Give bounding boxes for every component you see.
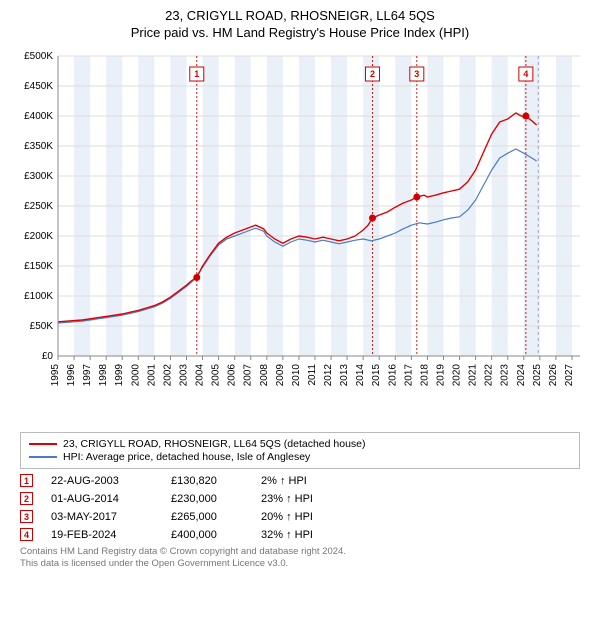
svg-text:2024: 2024 <box>516 364 527 387</box>
page-title: 23, CRIGYLL ROAD, RHOSNEIGR, LL64 5QS <box>10 8 590 23</box>
sale-date: 03-MAY-2017 <box>51 511 171 523</box>
svg-text:2007: 2007 <box>243 364 254 387</box>
price-chart: £0 £50K £100K £150K £200K £250K £300K £350K £400… <box>10 46 590 426</box>
svg-text:£300K: £300K <box>24 171 53 182</box>
chart-legend: 23, CRIGYLL ROAD, RHOSNEIGR, LL64 5QS (d… <box>20 432 580 469</box>
svg-text:£450K: £450K <box>24 81 53 92</box>
svg-text:2026: 2026 <box>548 364 559 387</box>
footer-line-2: This data is licensed under the Open Gov… <box>20 558 580 570</box>
svg-text:2027: 2027 <box>564 364 575 387</box>
svg-text:2010: 2010 <box>291 364 302 387</box>
svg-text:£0: £0 <box>42 351 54 362</box>
legend-row: 23, CRIGYLL ROAD, RHOSNEIGR, LL64 5QS (d… <box>29 438 571 450</box>
svg-text:£500K: £500K <box>24 51 53 62</box>
svg-text:2013: 2013 <box>339 364 350 387</box>
svg-text:2021: 2021 <box>468 364 479 387</box>
sale-marker-icon: 2 <box>20 492 33 505</box>
svg-text:1996: 1996 <box>66 364 77 387</box>
chart-svg: £0 £50K £100K £150K £200K £250K £300K £350K £400… <box>10 46 590 426</box>
svg-text:2: 2 <box>370 69 375 79</box>
svg-text:1997: 1997 <box>82 364 93 387</box>
sale-price: £400,000 <box>171 529 261 541</box>
legend-swatch <box>29 456 57 458</box>
svg-text:2002: 2002 <box>162 364 173 387</box>
svg-text:4: 4 <box>523 69 528 79</box>
svg-text:2006: 2006 <box>227 364 238 387</box>
sale-diff: 32% ↑ HPI <box>261 529 331 541</box>
svg-text:1998: 1998 <box>98 364 109 387</box>
legend-swatch <box>29 443 57 445</box>
sale-diff: 2% ↑ HPI <box>261 475 331 487</box>
svg-text:£150K: £150K <box>24 261 53 272</box>
svg-text:2016: 2016 <box>387 364 398 387</box>
svg-text:2014: 2014 <box>355 364 366 387</box>
sale-date: 22-AUG-2003 <box>51 475 171 487</box>
sale-row: 1 22-AUG-2003£130,8202% ↑ HPI <box>20 474 580 487</box>
legend-row: HPI: Average price, detached house, Isle… <box>29 451 571 463</box>
sale-price: £265,000 <box>171 511 261 523</box>
svg-text:2008: 2008 <box>259 364 270 387</box>
svg-text:3: 3 <box>414 69 419 79</box>
sale-date: 19-FEB-2024 <box>51 529 171 541</box>
svg-text:£200K: £200K <box>24 231 53 242</box>
svg-text:2018: 2018 <box>419 364 430 387</box>
svg-text:2015: 2015 <box>371 364 382 387</box>
svg-text:2001: 2001 <box>146 364 157 387</box>
svg-text:2022: 2022 <box>484 364 495 387</box>
svg-text:1995: 1995 <box>50 364 61 387</box>
footer-attribution: Contains HM Land Registry data © Crown c… <box>20 546 580 571</box>
svg-text:2011: 2011 <box>307 364 318 386</box>
svg-text:2012: 2012 <box>323 364 334 387</box>
svg-text:£350K: £350K <box>24 141 53 152</box>
svg-text:2003: 2003 <box>178 364 189 387</box>
sale-marker-icon: 3 <box>20 510 33 523</box>
svg-text:2020: 2020 <box>452 364 463 387</box>
svg-text:2023: 2023 <box>500 364 511 387</box>
svg-text:1: 1 <box>194 69 199 79</box>
sale-marker-icon: 4 <box>20 528 33 541</box>
svg-text:2004: 2004 <box>195 364 206 387</box>
sales-table: 1 22-AUG-2003£130,8202% ↑ HPI 2 01-AUG-2014… <box>20 474 580 541</box>
svg-text:£100K: £100K <box>24 291 53 302</box>
legend-label: 23, CRIGYLL ROAD, RHOSNEIGR, LL64 5QS (d… <box>63 438 366 450</box>
svg-text:2000: 2000 <box>130 364 141 387</box>
svg-text:£250K: £250K <box>24 201 53 212</box>
footer-line-1: Contains HM Land Registry data © Crown c… <box>20 546 580 558</box>
svg-text:2017: 2017 <box>403 364 414 387</box>
svg-text:2009: 2009 <box>275 364 286 387</box>
sale-price: £230,000 <box>171 493 261 505</box>
sale-row: 3 03-MAY-2017£265,00020% ↑ HPI <box>20 510 580 523</box>
sale-row: 4 19-FEB-2024£400,00032% ↑ HPI <box>20 528 580 541</box>
sale-price: £130,820 <box>171 475 261 487</box>
sale-diff: 23% ↑ HPI <box>261 493 331 505</box>
svg-text:£50K: £50K <box>30 321 54 332</box>
page-subtitle: Price paid vs. HM Land Registry's House … <box>10 25 590 40</box>
svg-text:2025: 2025 <box>532 364 543 387</box>
svg-text:1999: 1999 <box>114 364 125 387</box>
svg-text:2005: 2005 <box>211 364 222 387</box>
sale-diff: 20% ↑ HPI <box>261 511 331 523</box>
sale-row: 2 01-AUG-2014£230,00023% ↑ HPI <box>20 492 580 505</box>
svg-text:2019: 2019 <box>435 364 446 387</box>
svg-text:£400K: £400K <box>24 111 53 122</box>
sale-marker-icon: 1 <box>20 474 33 487</box>
sale-date: 01-AUG-2014 <box>51 493 171 505</box>
legend-label: HPI: Average price, detached house, Isle… <box>63 451 310 463</box>
